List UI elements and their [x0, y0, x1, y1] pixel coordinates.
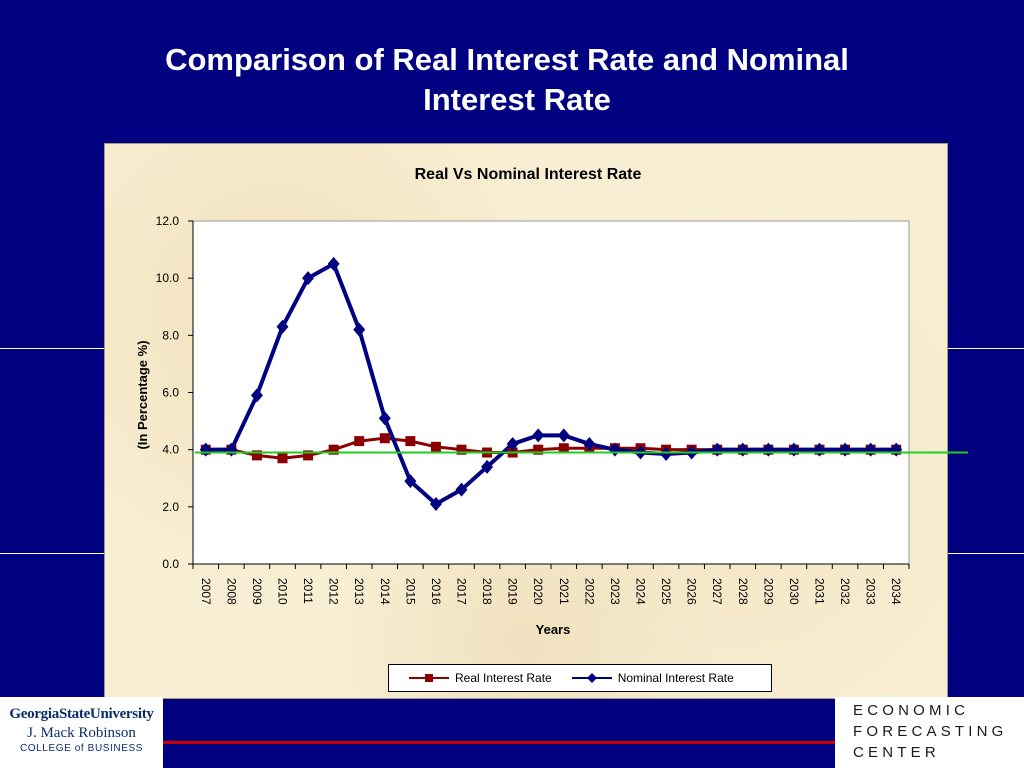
x-tick-label: 2030 — [787, 578, 801, 605]
plot-area — [192, 220, 910, 565]
right-divider-upper — [946, 348, 1024, 349]
x-tick-label: 2014 — [378, 578, 392, 605]
x-tick-label: 2011 — [301, 578, 315, 604]
x-tick-label: 2033 — [864, 578, 878, 605]
nominal-rate-point — [506, 436, 519, 451]
y-tick-label: 8.0 — [162, 328, 179, 342]
x-tick-label: 2007 — [199, 578, 213, 605]
nominal-rate-point — [250, 388, 263, 403]
nominal-rate-point — [404, 474, 417, 489]
y-tick-label: 12.0 — [156, 214, 180, 228]
real-rate-point — [558, 443, 569, 454]
real-rate-point — [303, 450, 314, 461]
legend-real-label: Real Interest Rate — [455, 671, 552, 685]
x-tick-label: 2025 — [659, 578, 673, 605]
right-divider-lower — [946, 553, 1024, 554]
x-tick-label: 2008 — [224, 578, 238, 605]
x-tick-label: 2031 — [813, 578, 827, 605]
real-rate-point — [379, 433, 390, 444]
real-rate-point — [354, 436, 365, 447]
legend-nominal-label: Nominal Interest Rate — [617, 671, 734, 685]
nominal-rate-point — [327, 256, 340, 271]
real-rate-point — [328, 444, 339, 455]
efc-logo-line1: ECONOMIC — [853, 702, 970, 719]
gsu-logo: GeorgiaStateUniversity J. Mack Robinson … — [0, 697, 163, 768]
x-tick-label: 2017 — [455, 578, 469, 605]
real-rate-point — [277, 453, 288, 464]
left-divider-lower — [0, 553, 104, 554]
legend-nominal-swatch — [571, 673, 612, 683]
x-tick-label: 2028 — [736, 578, 750, 605]
efc-logo: ECONOMIC FORECASTING CENTER — [835, 697, 1024, 768]
nominal-rate-point — [583, 436, 596, 451]
gsu-logo-college: COLLEGE of BUSINESS — [19, 743, 144, 754]
real-rate-point — [533, 444, 544, 455]
gsu-logo-name: GeorgiaStateUniversity — [9, 706, 154, 722]
y-tick-label: 2.0 — [162, 500, 179, 514]
nominal-rate-point — [429, 496, 442, 511]
x-axis-label: Years — [536, 622, 571, 637]
chart-title: Real Vs Nominal Interest Rate — [415, 166, 642, 183]
legend-entry-nominal: Nominal Interest Rate — [571, 671, 734, 685]
nominal-rate-point — [481, 459, 494, 474]
x-tick-label: 2013 — [352, 578, 366, 605]
chart-legend: Real Interest Rate Nominal Interest Rate — [388, 664, 772, 692]
nominal-rate-point — [353, 322, 366, 337]
nominal-rate-point — [378, 411, 391, 426]
nominal-rate-point — [532, 428, 545, 443]
y-tick-label: 4.0 — [162, 443, 179, 457]
x-tick-label: 2010 — [276, 578, 290, 605]
y-tick-label: 10.0 — [156, 271, 180, 285]
efc-logo-line2: FORECASTING — [853, 723, 1008, 740]
legend-entry-real: Real Interest Rate — [409, 671, 552, 685]
y-axis-label: (In Percentage %) — [135, 340, 150, 449]
nominal-rate-point — [276, 319, 289, 334]
real-rate-point — [456, 444, 467, 455]
y-tick-label: 6.0 — [162, 386, 179, 400]
x-tick-label: 2024 — [634, 578, 648, 605]
real-rate-point — [430, 441, 441, 452]
nominal-rate-point — [660, 446, 673, 461]
gsu-logo-school: J. Mack Robinson — [27, 725, 136, 741]
nominal-rate-point — [302, 271, 315, 286]
x-tick-label: 2018 — [480, 578, 494, 605]
x-tick-label: 2020 — [531, 578, 545, 605]
x-tick-label: 2032 — [838, 578, 852, 605]
efc-logo-line3: CENTER — [853, 744, 940, 761]
x-tick-label: 2029 — [761, 578, 775, 605]
left-divider-upper — [0, 348, 104, 349]
x-tick-label: 2016 — [429, 578, 443, 605]
nominal-rate-point — [557, 428, 570, 443]
slide-title: Comparison of Real Interest Rate and Nom… — [0, 40, 1024, 120]
y-tick-label: 0.0 — [162, 557, 179, 571]
x-tick-label: 2021 — [557, 578, 571, 605]
nominal-rate-line — [205, 261, 897, 506]
x-tick-label: 2034 — [889, 578, 903, 605]
series-layer — [195, 256, 968, 511]
axes: 0.0 2.0 4.0 6.0 8.0 10.0 12.0 2007 2008 2009 2010 2… — [156, 214, 910, 605]
x-tick-label: 2023 — [608, 578, 622, 605]
slide-title-line2: Interest Rate — [423, 82, 611, 117]
real-rate-point — [251, 450, 262, 461]
legend-real-swatch — [409, 674, 449, 682]
x-tick-label: 2019 — [506, 578, 520, 605]
x-tick-label: 2026 — [685, 578, 699, 605]
x-tick-label: 2027 — [710, 578, 724, 605]
x-tick-label: 2015 — [403, 578, 417, 605]
x-tick-label: 2022 — [582, 578, 596, 605]
nominal-rate-point — [455, 482, 468, 497]
footer-red-rule — [163, 741, 835, 744]
slide-title-line1: Comparison of Real Interest Rate and Nom… — [165, 42, 849, 77]
x-tick-label: 2009 — [250, 578, 264, 605]
x-tick-label: 2012 — [327, 578, 341, 605]
real-rate-point — [405, 436, 416, 447]
